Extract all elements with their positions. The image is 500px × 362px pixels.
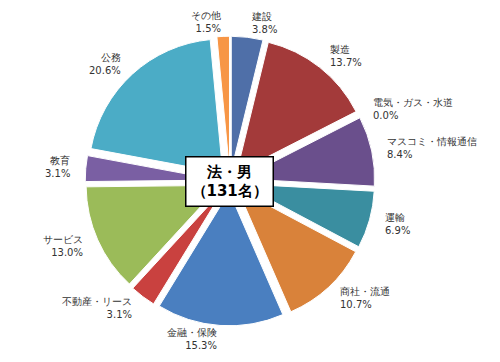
svg-text:教育3.1%: 教育3.1% (45, 155, 70, 179)
svg-text:製造13.7%: 製造13.7% (330, 44, 362, 68)
svg-text:不動産・リース3.1%: 不動産・リース3.1% (62, 296, 132, 320)
svg-text:その他1.5%: その他1.5% (191, 10, 221, 34)
svg-text:商社・流通10.7%: 商社・流通10.7% (340, 286, 390, 310)
svg-text:電気・ガス・水道0.0%: 電気・ガス・水道0.0% (373, 97, 453, 121)
svg-text:公務20.6%: 公務20.6% (89, 52, 121, 76)
svg-text:金融・保険15.3%: 金融・保険15.3% (167, 327, 217, 351)
svg-text:法・男（131名）: 法・男（131名） (192, 163, 268, 201)
svg-text:運輸6.9%: 運輸6.9% (385, 212, 410, 236)
svg-text:建設3.8%: 建設3.8% (251, 11, 277, 35)
svg-text:マスコミ・情報通信8.4%: マスコミ・情報通信8.4% (387, 136, 477, 160)
svg-text:サービス13.0%: サービス13.0% (43, 234, 83, 258)
